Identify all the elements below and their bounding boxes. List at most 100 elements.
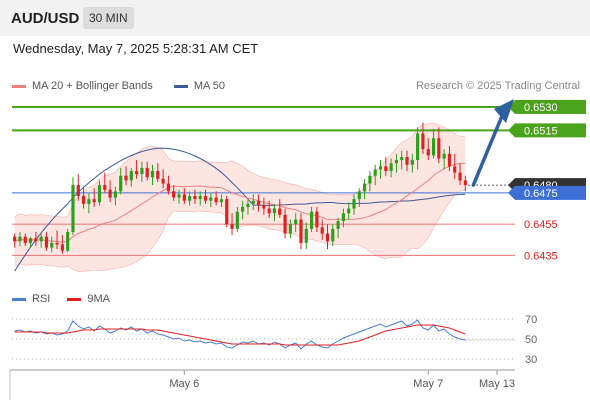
- x-tick-label-1: May 7: [413, 378, 443, 390]
- candle-body: [113, 191, 117, 198]
- candle-body: [400, 156, 404, 161]
- rsi-tick-label-30: 30: [525, 354, 537, 366]
- candle-body: [256, 200, 261, 206]
- candle-body: [182, 194, 186, 201]
- ma20-legend-label: MA 20 + Bollinger Bands: [32, 80, 153, 92]
- candle-body: [325, 233, 330, 242]
- candle-body: [352, 199, 356, 209]
- ma20-legend-swatch: [12, 84, 26, 88]
- candle-body: [172, 191, 176, 198]
- candle-body: [209, 197, 213, 201]
- bollinger-band: [14, 122, 466, 272]
- candle-body: [278, 208, 282, 215]
- candle-body: [405, 156, 409, 165]
- candle-body: [304, 228, 308, 243]
- candle-body: [129, 171, 133, 181]
- candle-body: [97, 185, 102, 203]
- candle-body: [347, 208, 351, 214]
- candle-body: [193, 196, 197, 200]
- candle-body: [235, 211, 239, 229]
- rsi-legend-label: RSI: [32, 293, 51, 305]
- forecast-arrow-shaft: [471, 114, 504, 187]
- level-label-5: 0.6435: [524, 250, 558, 262]
- candle-body: [203, 196, 208, 201]
- candle-body: [34, 238, 38, 242]
- candle-body: [108, 189, 112, 198]
- candle-body: [331, 228, 335, 242]
- candle-body: [373, 169, 377, 176]
- candle-body: [262, 205, 266, 209]
- candle-body: [410, 160, 414, 165]
- candle-body: [426, 149, 430, 156]
- candle-body: [225, 199, 229, 225]
- candle-body: [437, 138, 441, 159]
- rsi-ma-line: [14, 324, 466, 346]
- candle-body: [368, 175, 372, 184]
- rsi-ma-legend-label: 9MA: [87, 293, 111, 305]
- ma50-legend-swatch: [173, 84, 188, 88]
- level-label-3: 0.6475: [524, 188, 558, 200]
- credit-text: Research © 2025 Trading Central: [415, 80, 580, 92]
- timeframe-badge[interactable]: 30 MIN: [83, 7, 134, 29]
- candle-body: [251, 200, 255, 204]
- candle-body: [13, 236, 17, 242]
- candle-body: [357, 191, 361, 200]
- header-bar: AUD/USD 30 MIN: [0, 0, 590, 36]
- level-label-bg-3: [515, 185, 586, 200]
- candle-body: [309, 211, 314, 229]
- level-label-pointer-1: [508, 123, 515, 138]
- candle-body: [71, 185, 75, 232]
- candle-body: [92, 199, 96, 203]
- symbol-title: AUD/USD: [11, 10, 80, 27]
- candle-body: [416, 133, 420, 161]
- rsi-tick-label-70: 70: [525, 314, 537, 326]
- candle-body: [161, 178, 165, 184]
- ma20-line: [14, 162, 466, 243]
- level-label-0: 0.6530: [524, 102, 558, 114]
- forecast-arrow-head: [494, 98, 514, 123]
- ma50-legend-label: MA 50: [193, 80, 226, 92]
- ma50-line: [14, 147, 466, 272]
- bollinger-upper-line: [14, 122, 466, 218]
- candle-body: [76, 185, 80, 197]
- timestamp: Wednesday, May 7, 2025 5:28:31 AM CET: [13, 41, 259, 56]
- candle-body: [378, 166, 383, 170]
- candle-body: [267, 208, 271, 214]
- candle-body: [60, 244, 64, 251]
- candle-body: [315, 211, 319, 228]
- candle-body: [66, 231, 70, 251]
- candle-body: [44, 236, 49, 248]
- candle-body: [219, 199, 224, 203]
- candle-body: [246, 203, 250, 207]
- rsi-tick-label-50: 50: [525, 334, 537, 346]
- candle-body: [50, 242, 54, 248]
- candle-body: [463, 180, 467, 186]
- candle-body: [23, 236, 27, 243]
- candle-body: [140, 167, 144, 175]
- candle-body: [145, 167, 149, 178]
- candle-body: [198, 196, 202, 200]
- candle-body: [214, 197, 218, 203]
- candle-body: [272, 208, 277, 214]
- level-label-pointer-0: [508, 99, 515, 114]
- candle-body: [230, 224, 234, 229]
- rsi-legend: RSI 9MA: [12, 293, 110, 305]
- candle-body: [453, 166, 457, 173]
- level-label-bg-0: [515, 99, 586, 114]
- rsi-line: [14, 319, 466, 350]
- candle-body: [336, 221, 340, 229]
- candle-body: [341, 213, 345, 222]
- candle-body: [188, 196, 192, 201]
- candle-body: [150, 171, 155, 178]
- candle-body: [28, 238, 33, 243]
- candle-body: [288, 224, 292, 234]
- candle-body: [39, 236, 43, 242]
- candle-body: [81, 196, 86, 204]
- candle-body: [55, 242, 59, 245]
- candle-body: [177, 194, 181, 198]
- candle-body: [363, 183, 367, 192]
- level-label-pointer-3: [508, 185, 515, 200]
- candle-body: [294, 219, 298, 225]
- main-legend: MA 20 + Bollinger Bands MA 50: [12, 80, 225, 92]
